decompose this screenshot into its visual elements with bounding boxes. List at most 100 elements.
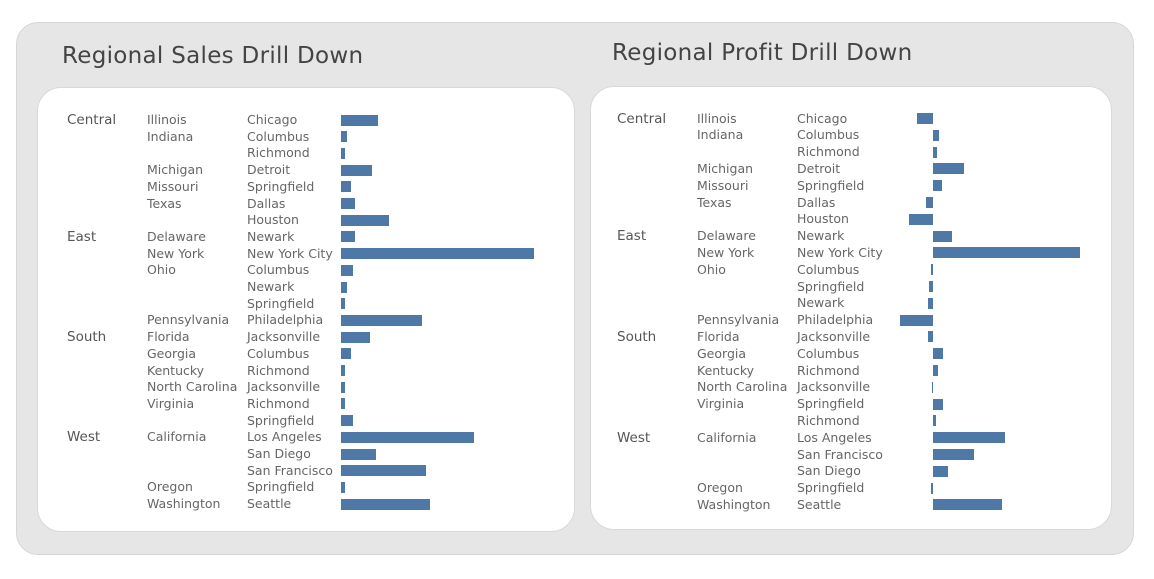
sales-bar[interactable] [341,314,423,326]
sales-city-label: Springfield [247,178,315,194]
profit-city-label: Jacksonville [797,328,871,344]
profit-bar[interactable] [933,129,939,141]
sales-state-label: Pennsylvania [147,312,230,328]
profit-state-label: Washington [697,496,771,512]
sales-city-label: Detroit [247,162,291,178]
sales-bar[interactable] [341,498,430,510]
sales-bar[interactable] [341,198,355,209]
profit-bar[interactable] [917,113,933,124]
sales-city-label: Richmond [247,145,310,161]
profit-city-label: San Diego [797,463,861,479]
profit-city-label: San Francisco [797,446,883,462]
sales-state-label: Texas [147,195,182,211]
profit-bar[interactable] [933,415,936,427]
profit-state-label: Illinois [697,110,737,126]
profit-bar[interactable] [932,381,934,393]
sales-city-label: Philadelphia [247,312,324,328]
sales-city-label: Springfield [247,412,315,428]
profit-bar[interactable] [928,331,933,343]
sales-bar[interactable] [341,398,345,410]
sales-bar[interactable] [341,248,534,260]
sales-bar[interactable] [341,281,347,293]
profit-bar[interactable] [929,281,933,292]
sales-state-label: Illinois [147,112,187,127]
sales-state-label: Ohio [147,262,176,278]
sales-city-label: Richmond [247,395,310,411]
sales-bar[interactable] [341,365,345,376]
profit-state-label: Florida [697,328,740,344]
sales-bar[interactable] [341,448,376,460]
profit-bar[interactable] [933,180,942,192]
sales-bar[interactable] [341,431,475,443]
sales-bar[interactable] [341,264,353,276]
profit-bar[interactable] [933,432,1005,444]
sales-city-label: Jacksonville [247,329,321,345]
profit-bar[interactable] [933,163,964,175]
profit-city-label: Los Angeles [797,429,872,445]
sales-bar[interactable] [341,231,355,243]
profit-bar[interactable] [933,230,952,242]
sales-city-label: Richmond [247,362,310,378]
profit-city-label: Dallas [797,194,836,210]
sales-region-label: West [67,429,101,446]
profit-city-label: Jacksonville [797,379,871,395]
profit-bar[interactable] [933,146,937,158]
profit-city-label: Philadelphia [797,312,874,328]
sales-state-label: Florida [147,329,190,345]
profit-city-label: Newark [797,228,845,244]
sales-state-label: Missouri [147,178,199,194]
sales-bar[interactable] [341,481,345,493]
sales-bar[interactable] [341,381,345,393]
sales-bar[interactable] [341,214,390,226]
profit-city-label: Houston [797,211,849,227]
profit-city-label: Richmond [797,144,860,160]
sales-bar[interactable] [341,181,351,193]
profit-bar[interactable] [933,449,974,460]
profit-bar[interactable] [933,398,943,410]
profit-city-label: Springfield [797,278,865,294]
sales-bar[interactable] [341,114,378,126]
sales-state-label: California [147,429,207,445]
sales-bar[interactable] [341,298,345,310]
sales-state-label: Virginia [147,395,195,411]
sales-bar[interactable] [341,147,345,159]
profit-bar[interactable] [933,247,1080,259]
profit-bar[interactable] [926,197,933,208]
profit-bar[interactable] [933,465,948,477]
profit-bar[interactable] [928,297,933,309]
profit-city-label: New York City [797,244,883,260]
sales-city-label: Columbus [247,128,310,144]
profit-bar[interactable] [931,264,933,276]
profit-bar[interactable] [933,348,943,360]
sales-bar[interactable] [341,131,347,143]
sales-bar[interactable] [341,348,351,360]
sales-chart-title: Regional Sales Drill Down [62,43,364,69]
profit-state-label: Delaware [697,228,756,244]
profit-bar[interactable] [909,213,933,225]
profit-state-label: Texas [697,194,732,210]
sales-city-label: Columbus [247,262,310,278]
profit-state-label: California [697,429,757,445]
sales-city-label: Newark [247,228,295,244]
profit-city-label: Columbus [797,127,860,143]
profit-state-label: Virginia [697,396,745,412]
profit-bar[interactable] [933,499,1002,511]
profit-city-label: Newark [797,295,845,311]
sales-city-label: Houston [247,212,299,228]
profit-state-label: Pennsylvania [697,312,780,328]
sales-bar[interactable] [341,331,370,343]
sales-bar[interactable] [341,164,372,176]
sales-city-label: Chicago [247,112,298,127]
profit-bar[interactable] [900,314,933,326]
sales-state-label: Indiana [147,128,194,144]
sales-city-label: Seattle [247,496,292,512]
sales-chart-card [37,87,575,532]
profit-bar[interactable] [931,482,933,494]
profit-bar[interactable] [933,365,938,376]
sales-bar[interactable] [341,465,426,477]
sales-region-label: East [67,228,97,245]
sales-state-label: Georgia [147,345,197,361]
sales-city-label: Springfield [247,295,315,311]
sales-bar[interactable] [341,415,353,427]
sales-region-label: South [67,329,107,346]
